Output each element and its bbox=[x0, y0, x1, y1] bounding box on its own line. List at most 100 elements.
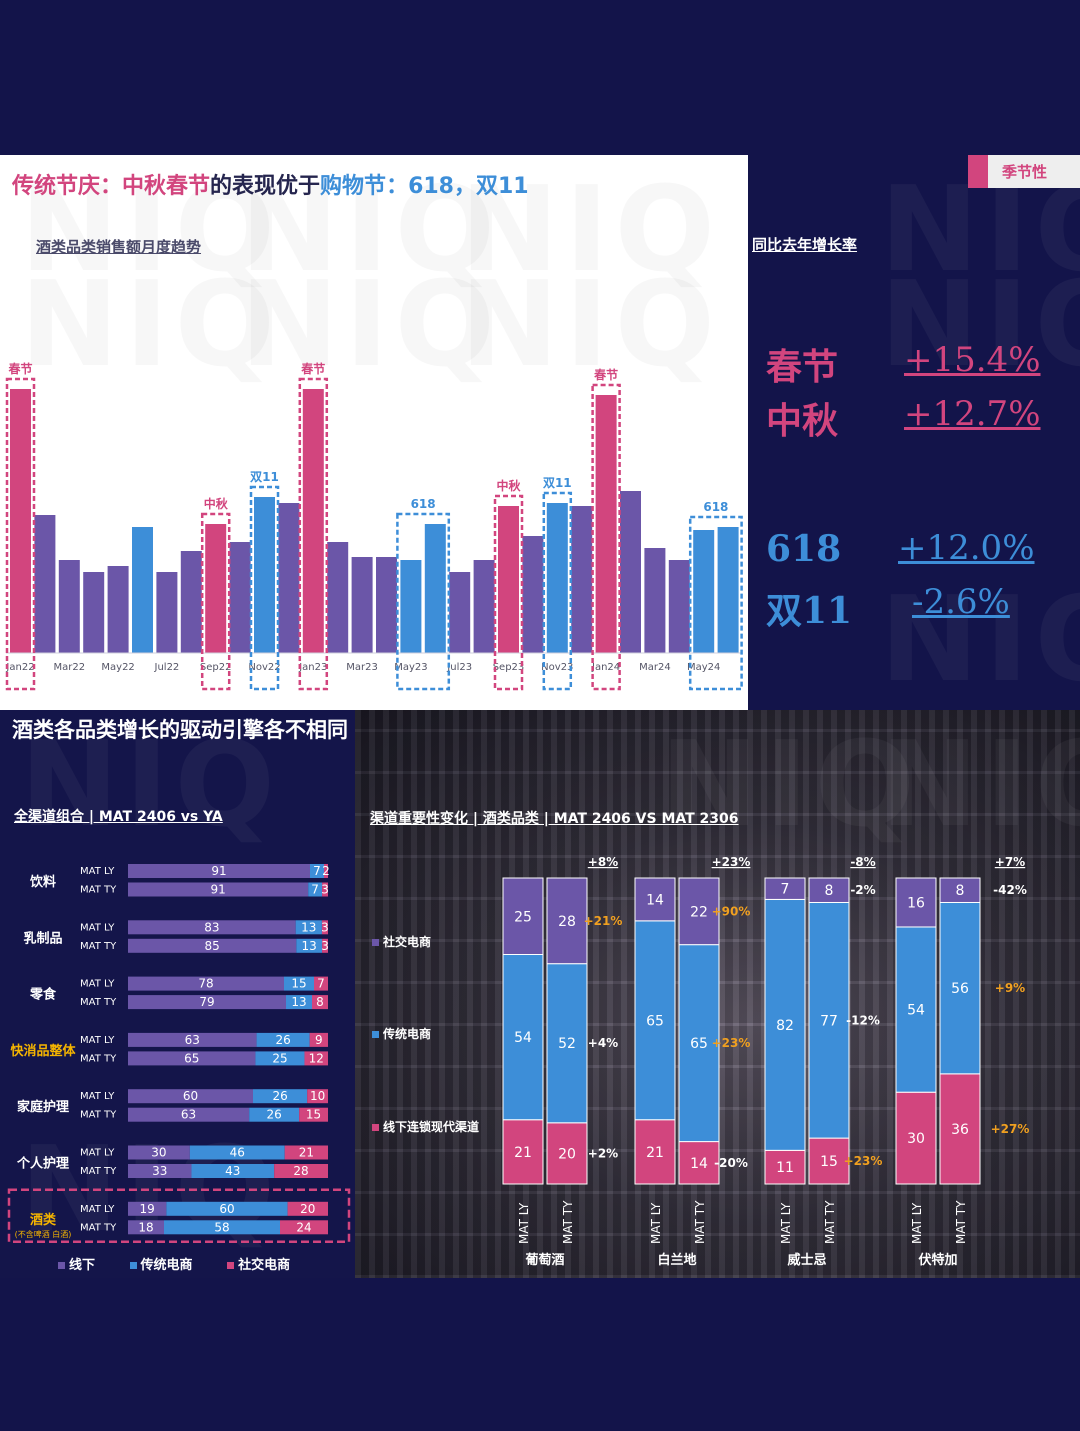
highlight-box bbox=[542, 491, 573, 691]
yoy-name: 中秋 bbox=[766, 400, 839, 442]
bar bbox=[400, 560, 422, 653]
segment-label: 8 bbox=[316, 995, 324, 1009]
bar-segment bbox=[295, 920, 322, 935]
seasonality-tag: 季节性 bbox=[968, 155, 1080, 188]
mix-legend: 线下 传统电商 社交电商 bbox=[58, 1254, 290, 1273]
x-tick-label: Nov22 bbox=[248, 662, 280, 673]
category-label: 酒类 bbox=[30, 1212, 57, 1228]
segment-label: 20 bbox=[300, 1202, 315, 1216]
bar-segment bbox=[502, 877, 544, 955]
segment-label: 14 bbox=[690, 1156, 708, 1172]
bar-segment bbox=[166, 1201, 288, 1216]
segment-label: 7 bbox=[317, 977, 325, 991]
bar-segment bbox=[304, 1051, 328, 1066]
bar bbox=[498, 506, 519, 653]
bar bbox=[693, 530, 715, 653]
bar-segment bbox=[546, 963, 588, 1124]
segment-label: 2 bbox=[322, 864, 330, 878]
bar bbox=[83, 572, 105, 653]
bar bbox=[254, 497, 275, 653]
bar-segment bbox=[678, 1141, 720, 1185]
segment-label: 91 bbox=[211, 864, 226, 878]
x-tick-label: Jan24 bbox=[591, 662, 620, 673]
highlight-label: 618 bbox=[411, 497, 436, 511]
segment-label: 30 bbox=[907, 1131, 925, 1147]
yoy-name: 双11 bbox=[766, 590, 853, 632]
segment-label: 15 bbox=[306, 1108, 321, 1122]
bar-segment bbox=[284, 1145, 328, 1160]
segment-label: 91 bbox=[210, 883, 225, 897]
bar-axis-label: MAT TY bbox=[561, 1200, 575, 1244]
channel-label-ecom: 传统电商 bbox=[372, 1025, 431, 1042]
bar-segment bbox=[128, 864, 310, 878]
total-change: -8% bbox=[850, 855, 875, 869]
segment-label: 54 bbox=[907, 1003, 925, 1019]
segment-label: 13 bbox=[301, 920, 316, 934]
bar-axis-label: MAT LY bbox=[517, 1202, 531, 1244]
total-change: +8% bbox=[588, 855, 618, 869]
bar bbox=[522, 536, 544, 653]
bar bbox=[156, 572, 178, 653]
category-label: 乳制品 bbox=[23, 930, 62, 946]
category-label: 饮料 bbox=[29, 874, 56, 890]
legend-item: 社交电商 bbox=[227, 1258, 290, 1273]
bar bbox=[546, 503, 568, 653]
bar-segment bbox=[299, 1107, 328, 1122]
segment-label: 18 bbox=[138, 1220, 153, 1234]
segment-label: 21 bbox=[514, 1145, 532, 1161]
segment-label: 7 bbox=[313, 864, 321, 878]
channel-importance-chart: 21 54 25 MAT LY 20 52 28 MAT TY 葡萄酒 +8% +21% +4% +2%… bbox=[502, 855, 1029, 1268]
highlight-box bbox=[591, 383, 621, 691]
bar-segment bbox=[274, 1164, 328, 1178]
segment-change: +4% bbox=[588, 1036, 618, 1050]
bar-segment bbox=[314, 976, 328, 991]
bar-segment bbox=[312, 995, 328, 1010]
yoy-value: -2.6% bbox=[912, 582, 1010, 622]
yoy-value: +12.0% bbox=[898, 528, 1035, 568]
bar bbox=[717, 527, 739, 653]
segment-label: 58 bbox=[214, 1220, 229, 1234]
legend-label: 社交电商 bbox=[238, 1258, 291, 1273]
bar-segment bbox=[939, 877, 981, 903]
segment-label: 3 bbox=[321, 883, 329, 897]
channel-mix-panel bbox=[0, 710, 355, 1278]
bar-segment bbox=[128, 1107, 250, 1122]
segment-change: -20% bbox=[714, 1156, 748, 1170]
bar-segment bbox=[321, 920, 328, 935]
segment-label: 28 bbox=[293, 1164, 308, 1178]
legend-item: 传统电商 bbox=[129, 1258, 193, 1273]
bar-segment bbox=[256, 1032, 310, 1047]
bar-segment bbox=[764, 877, 806, 900]
bar-segment bbox=[286, 995, 312, 1010]
bar-segment bbox=[895, 877, 937, 928]
segment-label: 54 bbox=[514, 1030, 532, 1046]
bar-segment bbox=[322, 938, 328, 953]
segment-label: 13 bbox=[302, 939, 317, 953]
bar bbox=[10, 389, 31, 653]
segment-change: +21% bbox=[584, 914, 623, 928]
category-label: 快消品整体 bbox=[10, 1043, 76, 1059]
segment-label: 15 bbox=[291, 977, 306, 991]
segment-label: 79 bbox=[199, 995, 214, 1009]
bar-segment bbox=[128, 1051, 256, 1066]
segment-label: 7 bbox=[781, 882, 790, 898]
segment-label: 85 bbox=[205, 939, 220, 953]
bar bbox=[327, 542, 349, 653]
watermark: NIQ bbox=[880, 715, 1080, 853]
bar bbox=[180, 551, 202, 653]
x-tick-label: Jan23 bbox=[298, 662, 327, 673]
channel-label: 传统电商 bbox=[383, 1027, 432, 1041]
segment-label: 16 bbox=[907, 895, 925, 911]
x-tick-label: Sep22 bbox=[200, 662, 232, 673]
segment-label: 9 bbox=[315, 1033, 323, 1047]
highlight-box bbox=[200, 512, 231, 691]
row-label: MAT LY bbox=[80, 979, 115, 990]
row-label: MAT LY bbox=[80, 1091, 115, 1102]
segment-label: 8 bbox=[825, 883, 834, 899]
bar-segment bbox=[895, 1091, 937, 1185]
category-label: 零食 bbox=[29, 987, 57, 1003]
channel-label: 线下连锁现代渠道 bbox=[383, 1120, 480, 1134]
mix-subtitle: 全渠道组合 | MAT 2406 vs YA bbox=[14, 809, 223, 825]
bar-segment bbox=[296, 938, 323, 953]
